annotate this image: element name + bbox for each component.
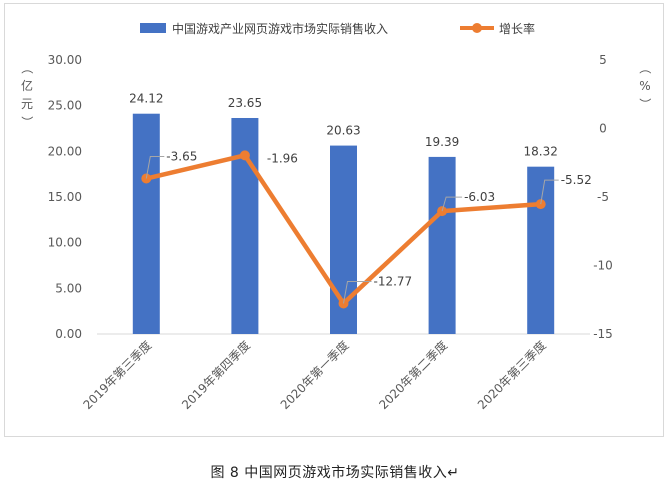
x-tick-label: 2020年第一季度 — [277, 338, 352, 413]
y-right-axis-label: % — [639, 79, 650, 93]
growth-value-label: -3.65 — [166, 150, 197, 164]
growth-value-label: -5.52 — [561, 173, 592, 187]
y-left-tick-label: 0.00 — [55, 327, 82, 341]
figure-caption: 图 8 中国网页游戏市场实际销售收入↵ — [210, 465, 460, 481]
legend-label-bar: 中国游戏产业网页游戏市场实际销售收入 — [172, 21, 388, 36]
legend-marker-line — [472, 23, 482, 33]
y-right-axis-label: ） — [638, 98, 652, 110]
bar-value-label: 19.39 — [425, 135, 459, 149]
chart-frame — [4, 3, 664, 437]
y-right-tick-label: -5 — [597, 190, 609, 204]
legend-label-line: 增长率 — [499, 21, 535, 36]
growth-point — [239, 150, 250, 161]
growth-value-label: -6.03 — [464, 190, 495, 204]
y-left-axis-label: 亿 — [21, 78, 33, 93]
y-right-tick-label: 5 — [599, 53, 607, 67]
growth-label-leader — [540, 179, 559, 205]
y-left-axis-label: 元 — [21, 97, 33, 111]
y-right-axis-label: （ — [638, 62, 652, 74]
growth-label-leader — [145, 156, 165, 179]
y-left-axis-label: ） — [20, 116, 34, 128]
y-right-tick-label: -10 — [593, 259, 613, 273]
growth-label-leader — [441, 196, 463, 212]
bar — [132, 113, 160, 334]
growth-value-label: -1.96 — [267, 151, 298, 165]
x-tick-label: 2020年第二季度 — [376, 338, 451, 413]
x-tick-label: 2019年第三季度 — [80, 338, 155, 413]
growth-label-leader — [343, 280, 372, 304]
x-tick-label: 2020年第三季度 — [474, 338, 549, 413]
legend-swatch-bar — [140, 23, 166, 33]
y-left-tick-label: 30.00 — [48, 53, 82, 67]
bar-value-label: 23.65 — [228, 96, 262, 110]
y-left-tick-label: 25.00 — [48, 99, 82, 113]
bar — [527, 166, 555, 334]
y-left-tick-label: 15.00 — [48, 190, 82, 204]
bar — [428, 156, 456, 334]
bar-value-label: 20.63 — [326, 124, 360, 138]
y-left-tick-label: 10.00 — [48, 236, 82, 250]
y-left-tick-label: 5.00 — [55, 281, 82, 295]
y-right-tick-label: -15 — [593, 327, 613, 341]
y-left-tick-label: 20.00 — [48, 144, 82, 158]
growth-value-label: -12.77 — [374, 274, 413, 288]
bar-value-label: 18.32 — [524, 145, 558, 159]
x-tick-label: 2019年第四季度 — [178, 338, 253, 413]
chart-svg: 0.00 5.00 10.00 15.00 20.00 25.00 30.00 -15 -10 -… — [20, 21, 652, 413]
y-left-axis-label: （ — [20, 62, 34, 74]
y-right-tick-label: 0 — [599, 122, 607, 136]
bar-value-label: 24.12 — [129, 92, 163, 106]
